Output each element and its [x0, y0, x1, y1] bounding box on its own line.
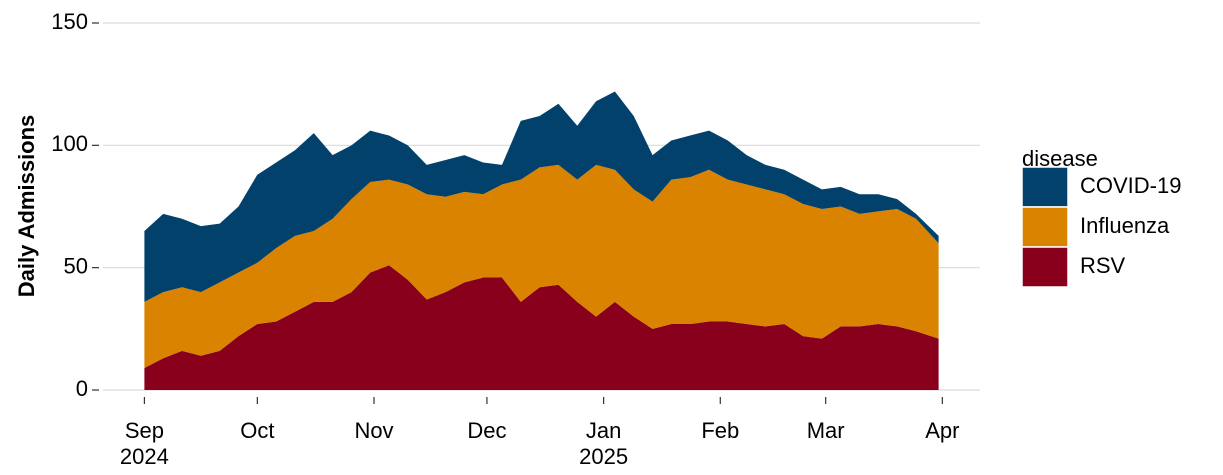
legend-label: COVID-19	[1080, 173, 1181, 198]
x-tick-label: Mar	[807, 418, 845, 443]
x-tick-label: Dec	[467, 418, 506, 443]
y-tick-label: 0	[76, 376, 88, 401]
x-tick-label: Oct	[240, 418, 274, 443]
y-tick-label: 100	[51, 131, 88, 156]
legend-swatch	[1021, 206, 1069, 248]
x-tick-label: Apr	[925, 418, 959, 443]
x-tick-label: Sep 2024	[120, 418, 169, 469]
area	[144, 164, 939, 368]
x-tick-label: Jan 2025	[579, 418, 628, 469]
legend-swatch	[1021, 246, 1069, 288]
area	[144, 91, 939, 302]
legend-label: Influenza	[1080, 213, 1170, 238]
x-tick-label: Feb	[701, 418, 739, 443]
y-axis-title: Daily Admissions	[14, 115, 39, 298]
y-tick-label: 50	[64, 253, 88, 278]
x-tick-label: Nov	[354, 418, 393, 443]
legend-label: RSV	[1080, 253, 1126, 278]
y-tick-label: 150	[51, 9, 88, 34]
area	[144, 265, 939, 390]
legend-swatch	[1021, 166, 1069, 208]
